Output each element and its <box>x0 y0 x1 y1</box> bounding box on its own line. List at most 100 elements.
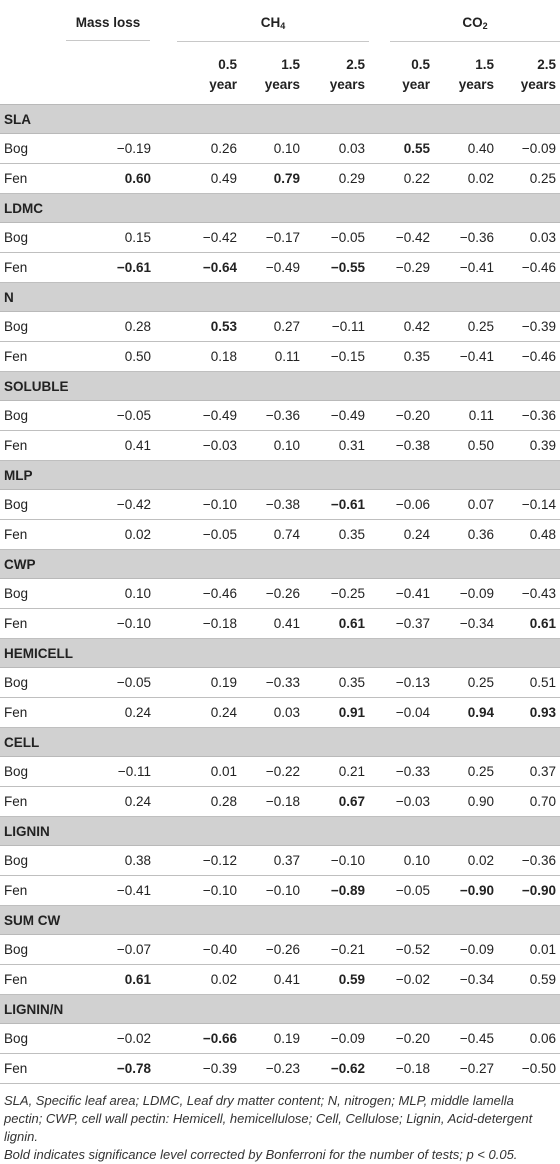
table-cell: −0.36 <box>498 845 560 876</box>
table-cell: −0.03 <box>177 430 241 461</box>
table-cell: −0.03 <box>390 786 434 817</box>
table-cell: 0.06 <box>498 1023 560 1054</box>
table-cell: −0.41 <box>434 341 498 372</box>
table-cell: −0.39 <box>498 311 560 342</box>
table-cell: −0.55 <box>304 252 369 283</box>
table-cell: 0.55 <box>390 133 434 164</box>
group-label: SLA <box>0 104 560 134</box>
table-cell: −0.06 <box>390 489 434 520</box>
row-label: Bog <box>0 667 62 698</box>
table-cell: −0.11 <box>304 311 369 342</box>
table-cell: 0.91 <box>304 697 369 728</box>
table-cell: −0.33 <box>241 667 304 698</box>
table-cell: −0.09 <box>434 934 498 965</box>
table-cell: 0.51 <box>498 667 560 698</box>
table-cell: −0.64 <box>177 252 241 283</box>
header-ch4-0.5: 0.5 year <box>209 57 237 92</box>
row-label: Fen <box>0 875 62 906</box>
table-cell: −0.36 <box>241 400 304 431</box>
table-cell: −0.18 <box>177 608 241 639</box>
table-row: Bog −0.42 −0.10 −0.38 −0.61 −0.06 0.07 −0.14 <box>0 489 560 520</box>
table-cell: −0.19 <box>62 133 155 164</box>
group-row: LIGNIN <box>0 816 560 846</box>
row-label: Bog <box>0 222 62 253</box>
table-cell: −0.05 <box>304 222 369 253</box>
table-cell: −0.33 <box>390 756 434 787</box>
table-cell: −0.90 <box>434 875 498 906</box>
header-ch4: CH4 <box>177 0 369 46</box>
table-cell: −0.05 <box>62 400 155 431</box>
table-cell: −0.61 <box>304 489 369 520</box>
table-cell: 0.50 <box>434 430 498 461</box>
row-label: Fen <box>0 252 62 283</box>
table-cell: 0.67 <box>304 786 369 817</box>
row-label: Fen <box>0 786 62 817</box>
table-cell: 0.02 <box>62 519 155 550</box>
correlation-table: Mass loss CH4 CO2 0.5 year 1.5 years 2.5 ye… <box>0 0 560 1084</box>
table-body: SLA Bog −0.19 0.26 0.10 0.03 0.55 0.40 −0.09 Fen 0… <box>0 104 560 1084</box>
table-cell: −0.09 <box>304 1023 369 1054</box>
table-cell: 0.39 <box>498 430 560 461</box>
table-cell: −0.26 <box>241 934 304 965</box>
table-cell: 0.41 <box>241 964 304 995</box>
table-cell: 0.03 <box>241 697 304 728</box>
row-label: Bog <box>0 934 62 965</box>
table-cell: 0.53 <box>177 311 241 342</box>
table-cell: −0.11 <box>62 756 155 787</box>
table-cell: 0.18 <box>177 341 241 372</box>
table-cell: 0.49 <box>177 163 241 194</box>
header-ch4-1.5: 1.5 years <box>264 57 300 92</box>
group-label: LDMC <box>0 193 560 223</box>
table-cell: −0.10 <box>177 489 241 520</box>
table-row: Fen −0.61 −0.64 −0.49 −0.55 −0.29 −0.41 −0.46 <box>0 252 560 283</box>
footnote-significance: Bold indicates significance level correc… <box>4 1147 518 1162</box>
table-cell: −0.04 <box>390 697 434 728</box>
table-cell: 0.02 <box>434 845 498 876</box>
table-row: Fen 0.41 −0.03 0.10 0.31 −0.38 0.50 0.39 <box>0 430 560 461</box>
table-cell: −0.36 <box>434 222 498 253</box>
row-label: Fen <box>0 519 62 550</box>
table-cell: −0.89 <box>304 875 369 906</box>
table-cell: 0.36 <box>434 519 498 550</box>
table-cell: −0.66 <box>177 1023 241 1054</box>
table-cell: −0.42 <box>177 222 241 253</box>
row-label: Bog <box>0 845 62 876</box>
table-cell: 0.50 <box>62 341 155 372</box>
group-label: CWP <box>0 549 560 579</box>
table-cell: −0.61 <box>62 252 155 283</box>
table-cell: 0.70 <box>498 786 560 817</box>
table-cell: 0.15 <box>62 222 155 253</box>
table-cell: 0.11 <box>241 341 304 372</box>
table-cell: 0.24 <box>177 697 241 728</box>
group-row: HEMICELL <box>0 638 560 668</box>
table-cell: 0.24 <box>62 697 155 728</box>
table-cell: 0.01 <box>498 934 560 965</box>
table-cell: −0.05 <box>177 519 241 550</box>
table-cell: 0.25 <box>434 756 498 787</box>
table-cell: 0.61 <box>62 964 155 995</box>
table-cell: 0.35 <box>304 519 369 550</box>
table-cell: −0.09 <box>498 133 560 164</box>
group-row: MLP <box>0 460 560 490</box>
table-cell: 0.35 <box>304 667 369 698</box>
table-row: Bog −0.11 0.01 −0.22 0.21 −0.33 0.25 0.37 <box>0 756 560 787</box>
group-label: SUM CW <box>0 905 560 935</box>
row-label: Bog <box>0 489 62 520</box>
table-row: Fen 0.02 −0.05 0.74 0.35 0.24 0.36 0.48 <box>0 519 560 550</box>
row-label: Fen <box>0 697 62 728</box>
row-label: Bog <box>0 578 62 609</box>
table-cell: −0.21 <box>304 934 369 965</box>
table-cell: 0.74 <box>241 519 304 550</box>
table-cell: −0.18 <box>390 1053 434 1084</box>
table-row: Bog −0.07 −0.40 −0.26 −0.21 −0.52 −0.09 0.01 <box>0 934 560 965</box>
table-cell: 0.29 <box>304 163 369 194</box>
table-cell: −0.38 <box>241 489 304 520</box>
table-cell: −0.05 <box>390 875 434 906</box>
row-label: Bog <box>0 756 62 787</box>
table-cell: −0.40 <box>177 934 241 965</box>
table-cell: −0.12 <box>177 845 241 876</box>
table-cell: −0.45 <box>434 1023 498 1054</box>
table-cell: 0.61 <box>304 608 369 639</box>
table-row: Bog −0.05 −0.49 −0.36 −0.49 −0.20 0.11 −0.36 <box>0 400 560 431</box>
group-label: CELL <box>0 727 560 757</box>
